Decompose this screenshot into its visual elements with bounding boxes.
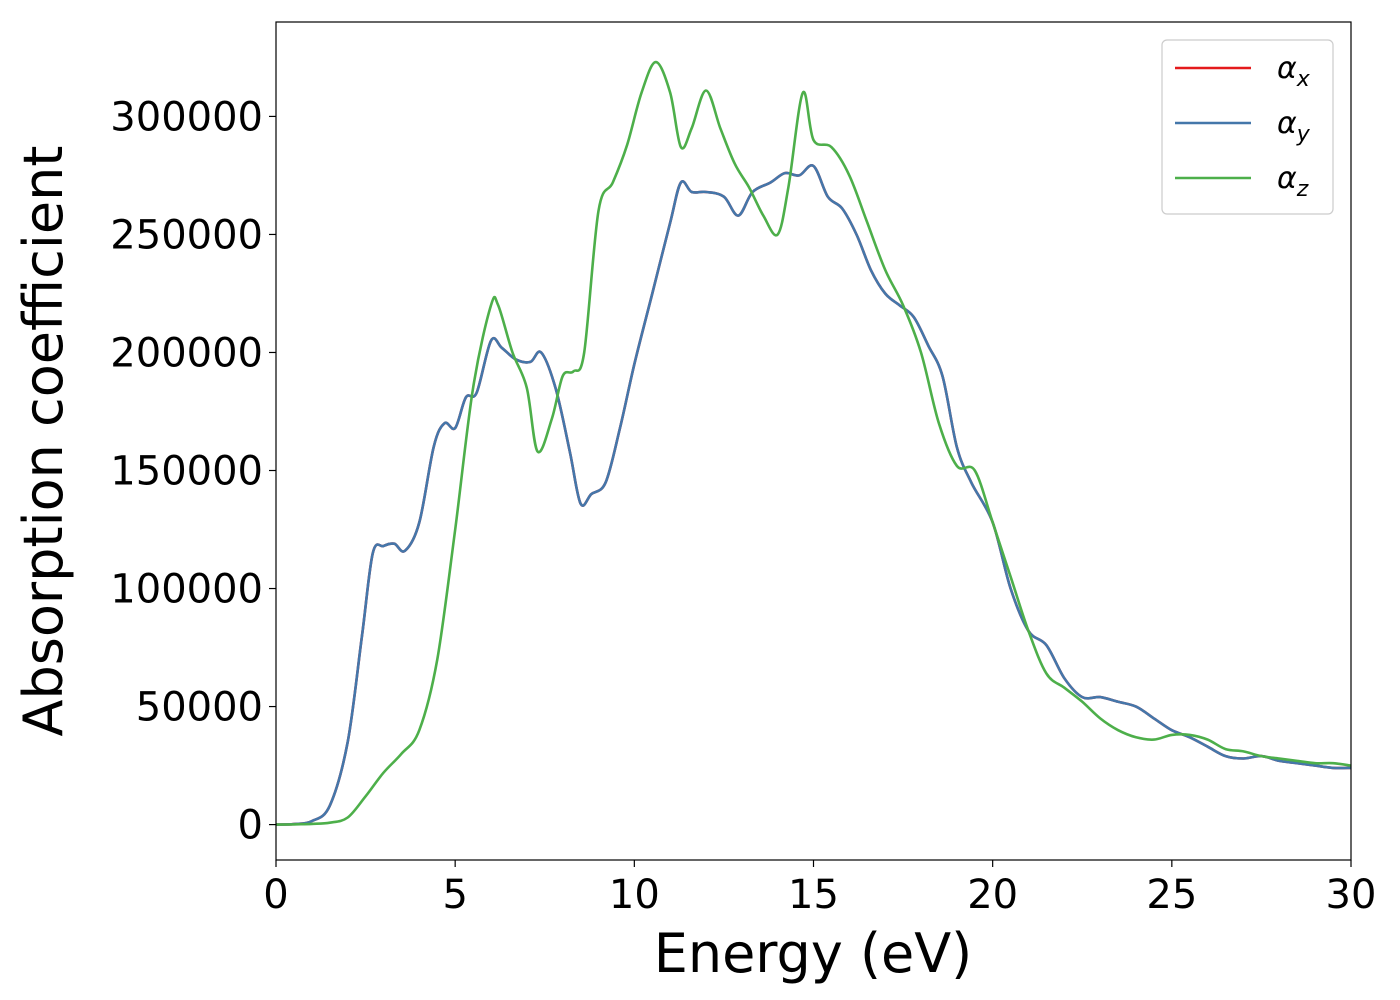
x-axis-ticks: 0 5 10 15 20 25 30: [263, 860, 1376, 918]
x-axis-title: Energy (eV): [654, 922, 973, 985]
x-tick-label: 5: [442, 872, 467, 918]
y-tick-label: 200000: [110, 330, 263, 376]
y-tick-label: 0: [238, 803, 263, 849]
y-tick-label: 100000: [110, 567, 263, 613]
x-tick-label: 15: [788, 872, 839, 918]
y-tick-label: 250000: [110, 212, 263, 258]
y-tick-label: 150000: [110, 449, 263, 495]
series-line-z: [275, 60, 1352, 826]
x-tick-label: 20: [967, 872, 1018, 918]
x-tick-label: 25: [1146, 872, 1197, 918]
y-tick-label: 50000: [136, 685, 263, 731]
series-layer: [275, 60, 1352, 826]
x-tick-label: 10: [609, 872, 660, 918]
y-axis-title: Absorption coefficient: [12, 146, 75, 737]
x-tick-label: 30: [1326, 872, 1377, 918]
y-axis-ticks: 0 50000 100000 150000 200000 250000 300000: [110, 94, 276, 849]
y-tick-label: 300000: [110, 94, 263, 140]
legend-box: [1161, 39, 1334, 215]
x-tick-label: 0: [263, 872, 288, 918]
